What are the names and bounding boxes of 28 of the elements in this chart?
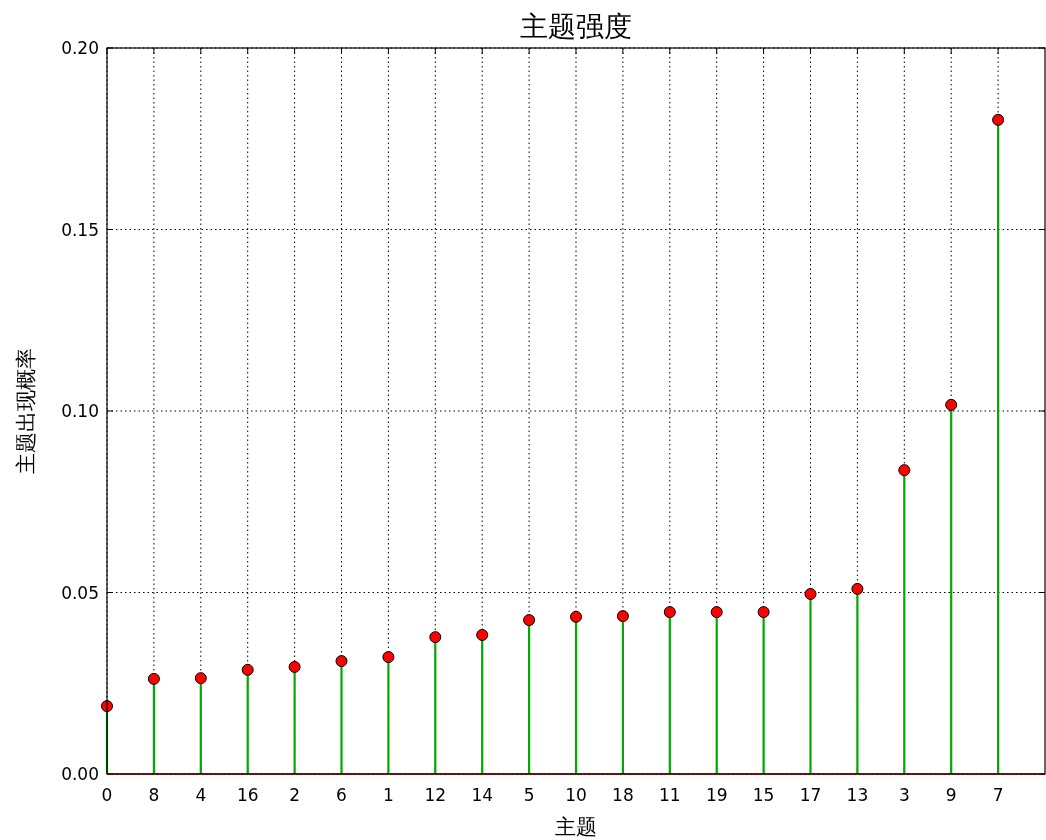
y-axis-title: 主题出现概率 [14,348,38,474]
x-tick-label: 16 [236,785,259,805]
x-tick-label: 11 [658,785,681,805]
x-tick-label: 8 [148,785,160,805]
y-tick-label: 0.10 [61,401,99,421]
x-tick-label: 19 [705,785,728,805]
x-tick-label: 18 [612,785,634,805]
x-tick-label: 1 [382,785,394,805]
x-tick-label: 4 [195,785,207,805]
x-tick-label: 9 [945,785,957,805]
x-tick-label: 3 [898,785,910,805]
x-tick-label: 17 [799,785,822,805]
x-tick-label: 13 [846,785,869,805]
x-tick-label: 5 [523,785,535,805]
y-tick-label: 0.05 [61,582,99,603]
x-tick-label: 10 [565,785,587,805]
x-tick-label: 6 [336,785,347,805]
x-tick-label: 12 [424,785,447,805]
y-tick-label: 0.00 [61,764,99,784]
x-axis-title: 主题 [555,815,597,839]
x-tick-label: 15 [752,785,775,805]
x-tick-label: 14 [471,785,494,805]
y-tick-label: 0.20 [61,38,99,58]
x-tick-label: 2 [289,785,301,805]
chart-title: 主题强度 [520,10,632,43]
x-tick-label: 0 [101,785,113,805]
x-tick-label: 7 [992,785,1004,805]
y-tick-label: 0.15 [61,219,99,240]
